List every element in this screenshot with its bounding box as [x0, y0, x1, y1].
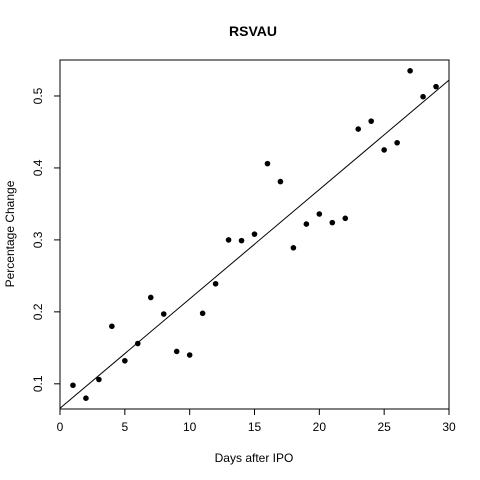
y-tick-label: 0.5 — [31, 87, 45, 104]
x-tick-label: 0 — [57, 420, 64, 434]
regression-line — [59, 79, 450, 409]
x-tick-label: 30 — [442, 420, 456, 434]
data-point — [394, 139, 400, 146]
data-point — [342, 215, 349, 222]
data-point — [83, 395, 89, 402]
y-tick-label: 0.1 — [31, 375, 45, 392]
data-points — [70, 67, 439, 402]
x-tick-label: 5 — [121, 420, 128, 434]
data-point — [433, 83, 439, 90]
data-point — [251, 231, 258, 237]
data-point — [420, 93, 426, 100]
data-point — [316, 211, 323, 217]
x-axis: 0 5 10 15 20 25 30 — [57, 409, 456, 434]
data-point — [160, 311, 167, 317]
data-point — [407, 67, 413, 74]
data-point — [290, 245, 297, 251]
data-point — [186, 352, 193, 358]
data-point — [199, 310, 206, 317]
y-tick-label: 0.4 — [31, 159, 45, 176]
data-point — [303, 221, 310, 227]
x-tick-label: 25 — [377, 420, 391, 434]
data-point — [96, 376, 102, 383]
x-axis-label: Days after IPO — [215, 451, 294, 465]
x-tick-label: 20 — [313, 420, 327, 434]
y-axis: 0.1 0.2 0.3 0.4 0.5 — [31, 87, 60, 392]
data-point — [329, 219, 336, 226]
y-axis-label: Percentage Change — [3, 180, 17, 287]
data-point — [212, 280, 219, 287]
data-point — [368, 118, 375, 124]
data-point — [277, 178, 284, 185]
data-point — [264, 160, 271, 167]
data-point — [381, 147, 387, 153]
data-point — [147, 294, 154, 301]
x-tick-label: 15 — [248, 420, 262, 434]
data-point — [109, 323, 115, 330]
data-point — [238, 237, 245, 244]
data-point — [70, 382, 76, 389]
x-tick-label: 10 — [183, 420, 197, 434]
data-point — [135, 340, 141, 347]
data-point — [122, 357, 128, 364]
y-tick-label: 0.3 — [31, 231, 45, 248]
chart-title: RSVAU — [229, 23, 277, 39]
data-point — [225, 237, 232, 243]
y-tick-label: 0.2 — [31, 303, 45, 320]
data-point — [355, 126, 362, 132]
data-point — [173, 348, 180, 355]
